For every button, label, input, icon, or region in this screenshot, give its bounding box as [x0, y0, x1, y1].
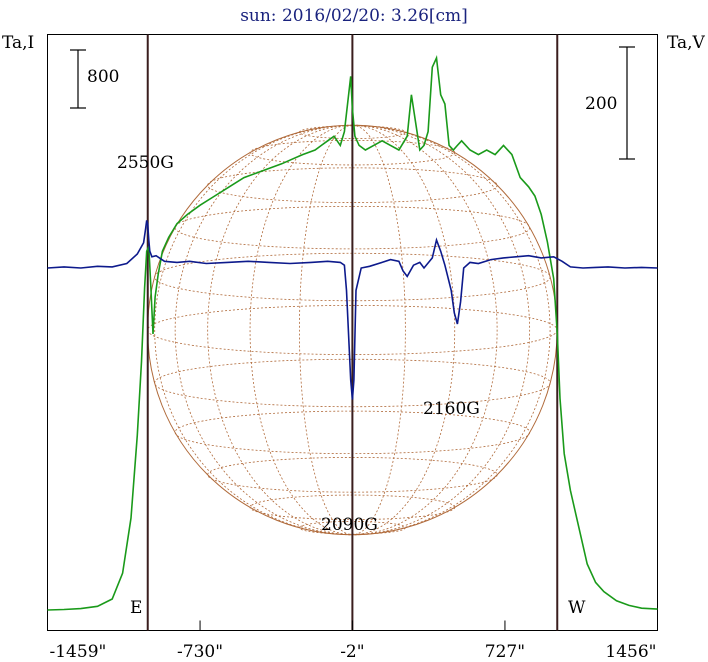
east-limb-label: E [130, 598, 142, 618]
left-scale-bar-label: 800 [87, 67, 119, 87]
x-tick-label: -2" [340, 642, 364, 662]
longitude-line [352, 124, 498, 536]
longitude-line [352, 124, 456, 536]
longitude-line [154, 124, 353, 536]
longitude-line [298, 124, 353, 536]
longitude-line [352, 124, 406, 536]
chart-title: sun: 2016/02/20: 3.26[cm] [240, 6, 468, 26]
west-limb-label: W [568, 598, 586, 618]
latitude-line [207, 167, 498, 203]
polarization-series-line [47, 220, 658, 400]
longitude-line [174, 124, 353, 536]
latitude-line [298, 521, 406, 535]
latitude-line [154, 252, 551, 302]
right-axis-label: Ta,V [667, 33, 706, 53]
annotation-2090G: 2090G [321, 515, 378, 535]
right-scale-bar-label: 200 [585, 94, 617, 114]
x-tick-label: -1459" [50, 642, 107, 662]
x-tick-label: -730" [177, 642, 223, 662]
longitude-line [207, 124, 353, 536]
x-tick-label: 727" [485, 642, 525, 662]
latitude-line [298, 125, 406, 139]
left-scale-bar [70, 49, 86, 109]
left-axis-label: Ta,I [2, 33, 34, 53]
x-tick-label: 1456" [605, 642, 656, 662]
latitude-line [207, 457, 498, 493]
intensity-series-line [47, 55, 658, 611]
longitude-line [249, 124, 353, 536]
longitude-line [352, 124, 551, 536]
latitude-line [154, 358, 551, 408]
annotation-2160G: 2160G [423, 399, 480, 419]
right-scale-bar [619, 46, 635, 160]
longitude-line [352, 124, 531, 536]
limb-and-center-lines [146, 34, 559, 631]
annotation-2550G: 2550G [117, 153, 174, 173]
x-axis-ticks: -1459" -730" -2" 727" 1456" [47, 620, 658, 662]
